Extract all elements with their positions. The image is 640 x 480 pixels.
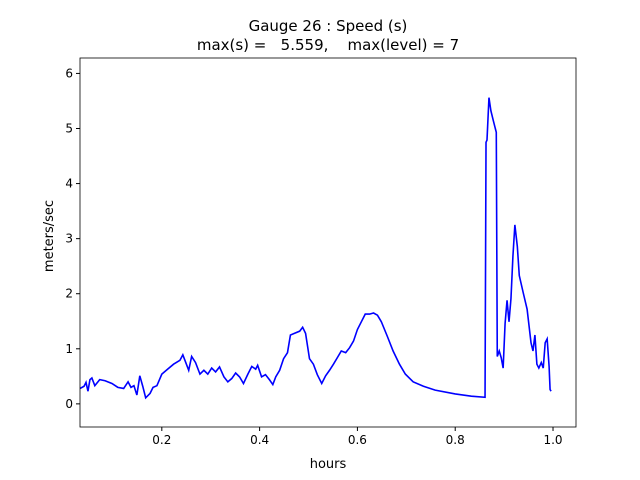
y-tick-label: 1 [65, 342, 73, 356]
x-tick-label: 0.4 [250, 433, 269, 447]
x-tick-label: 0.6 [348, 433, 367, 447]
y-tick-label: 5 [65, 121, 73, 135]
plot-frame [79, 57, 577, 428]
y-axis-label: meters/sec [42, 200, 57, 272]
y-tick-label: 4 [65, 177, 73, 191]
x-tick-label: 0.2 [152, 433, 171, 447]
chart-title: Gauge 26 : Speed (s) [249, 17, 408, 35]
x-axis-label: hours [310, 457, 347, 472]
chart-subtitle: max(s) = 5.559, max(level) = 7 [197, 36, 459, 54]
x-tick-label: 0.8 [446, 433, 465, 447]
y-tick-label: 0 [65, 397, 73, 411]
data-line [79, 97, 552, 400]
y-tick-label: 2 [65, 287, 73, 301]
y-tick-label: 3 [65, 232, 73, 246]
y-tick-label: 6 [65, 66, 73, 80]
x-tick-label: 1.0 [543, 433, 562, 447]
